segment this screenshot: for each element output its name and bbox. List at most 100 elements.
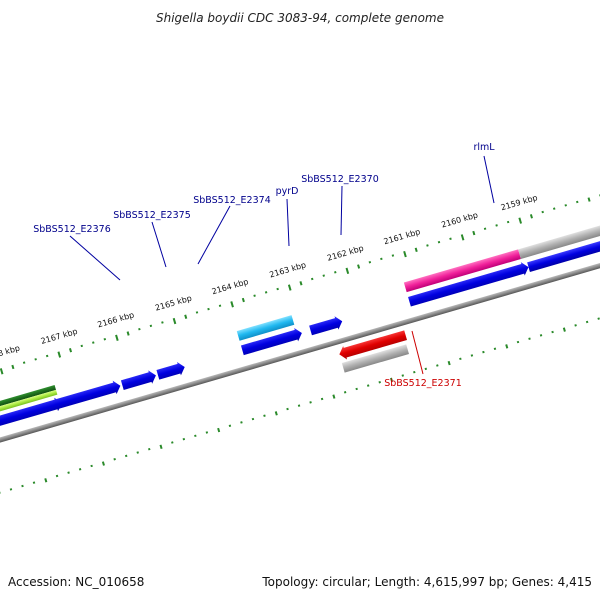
reverse-track: [339, 330, 409, 373]
gene-label-sbbs512-e2375[interactable]: SbBS512_E2375: [113, 210, 191, 221]
minor-tick: [368, 260, 372, 264]
minor-tick: [159, 444, 163, 450]
tick-label: 2161 kbp: [383, 227, 422, 246]
major-tick: [345, 267, 350, 275]
minor-tick: [483, 227, 487, 230]
minor-tick: [541, 210, 544, 214]
outer-ruler: [0, 194, 600, 375]
minor-tick: [21, 484, 24, 488]
major-tick: [403, 250, 407, 258]
minor-tick: [138, 327, 141, 331]
leader-line: [340, 185, 343, 236]
minor-tick: [414, 247, 418, 252]
minor-tick: [297, 404, 301, 407]
minor-tick: [576, 200, 579, 204]
minor-tick: [228, 424, 232, 428]
cds-arrow: [0, 397, 63, 435]
tick-label: 2160 kbp: [440, 210, 479, 229]
minor-tick: [459, 357, 462, 361]
minor-tick: [205, 431, 209, 434]
tick-label: 2164 kbp: [211, 277, 250, 296]
minor-tick: [90, 464, 93, 468]
minor-tick: [80, 344, 83, 348]
leader-line: [151, 221, 167, 268]
minor-tick: [92, 341, 95, 344]
gene-bar-rlmL: [403, 249, 521, 293]
minor-tick: [366, 384, 370, 387]
minor-tick: [472, 230, 476, 236]
forward-gene-track: [0, 190, 600, 422]
leader-line: [411, 330, 424, 375]
minor-tick: [32, 481, 36, 484]
minor-tick: [574, 324, 577, 327]
major-tick: [172, 317, 177, 325]
minor-tick: [22, 361, 26, 364]
gene-label-sbbs512-e2376[interactable]: SbBS512_E2376: [33, 224, 111, 235]
minor-tick: [34, 358, 37, 361]
gene-bar-reverse: [341, 344, 409, 373]
minor-tick: [286, 407, 289, 411]
minor-tick: [55, 474, 59, 478]
cds-arrow: [309, 316, 343, 336]
minor-tick: [449, 237, 452, 241]
minor-tick: [390, 377, 394, 383]
minor-tick: [493, 347, 497, 350]
major-tick: [287, 284, 292, 291]
gene-bar: [0, 385, 56, 417]
gene-label-sbbs512-e2371[interactable]: SbBS512_E2371: [384, 378, 462, 389]
tick-label: 2166 kbp: [96, 310, 135, 329]
map-title: Shigella boydii CDC 3083-94, complete ge…: [156, 11, 444, 25]
minor-tick: [424, 367, 428, 371]
minor-tick: [240, 421, 243, 424]
minor-tick: [67, 471, 70, 474]
leader-line: [69, 235, 121, 281]
minor-tick: [437, 240, 441, 244]
inner-ruler: [0, 317, 600, 494]
major-tick: [57, 351, 62, 358]
forward-cds-track: [0, 204, 600, 435]
minor-tick: [447, 360, 451, 366]
gene-bar: [518, 190, 600, 259]
map-body: 2159 kbp 2160 kbp 2161 kbp 2162 kbp 2163…: [0, 190, 600, 494]
minor-tick: [426, 244, 429, 247]
minor-tick: [253, 294, 256, 297]
cds-arrow-reverse: [339, 330, 408, 360]
minor-tick: [357, 264, 361, 269]
minor-tick: [587, 197, 591, 202]
major-tick: [0, 368, 4, 375]
tick-label: 2165 kbp: [154, 294, 193, 313]
minor-tick: [241, 297, 245, 303]
gene-label-sbbs512-e2370[interactable]: SbBS512_E2370: [301, 174, 379, 185]
minor-tick: [334, 271, 337, 274]
minor-tick: [391, 254, 395, 257]
minor-tick: [217, 427, 221, 433]
minor-tick: [148, 447, 151, 451]
minor-tick: [218, 304, 222, 307]
minor-tick: [401, 374, 405, 377]
gene-label-sbbs512-e2374[interactable]: SbBS512_E2374: [193, 195, 271, 206]
minor-tick: [516, 340, 520, 344]
leader-line: [483, 155, 495, 204]
minor-tick: [413, 370, 416, 374]
minor-tick: [380, 257, 383, 261]
tick-label: 2168 kbp: [0, 344, 21, 363]
cds-arrow: [56, 380, 121, 409]
gene-label-pyrD[interactable]: pyrD: [276, 186, 299, 197]
major-tick: [115, 334, 119, 341]
label-leaders: [69, 155, 495, 375]
minor-tick: [505, 344, 509, 349]
cds-arrow: [120, 370, 156, 390]
minor-tick: [11, 364, 15, 370]
minor-tick: [126, 331, 130, 336]
minor-tick: [78, 468, 82, 471]
minor-tick: [436, 364, 439, 367]
tick-label: 2163 kbp: [268, 260, 307, 279]
tick-label: 2167 kbp: [40, 327, 79, 346]
cds-arrow: [527, 204, 600, 272]
minor-tick: [343, 391, 347, 394]
minor-tick: [276, 287, 279, 291]
gene-label-rlmL[interactable]: rlmL: [473, 142, 495, 153]
cds-arrow: [408, 262, 529, 307]
minor-tick: [195, 311, 199, 314]
